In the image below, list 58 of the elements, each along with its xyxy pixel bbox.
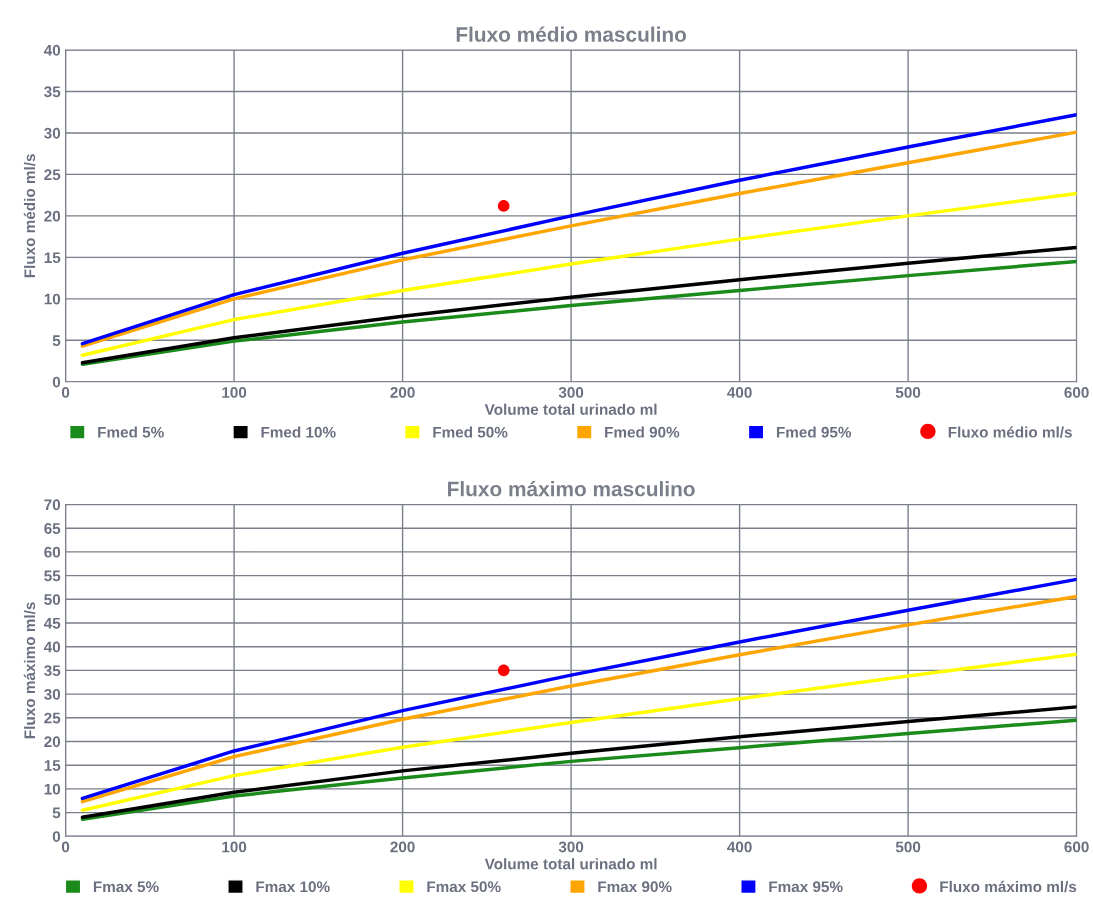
y-tick-label: 50 [44,594,61,605]
y-tick-label: 0 [52,831,61,842]
y-tick-label: 45 [43,618,61,629]
legend-label: Fmax 95% [769,881,843,893]
x-tick-label: 200 [390,387,415,398]
y-tick-label: 40 [43,44,61,56]
y-tick-label: 40 [43,641,61,653]
legend-label: Fmax 50% [427,881,501,893]
legend-label: Fmed 5% [98,426,164,438]
x-tick-label: 600 [1064,387,1089,398]
y-tick-label: 10 [44,293,61,305]
legend-label: Fmax 90% [598,881,672,893]
x-axis-title: Volume total urinado ml [484,858,657,870]
legend-label: Fmed 10% [261,426,336,438]
y-tick-label: 30 [44,688,61,700]
x-tick-label: 500 [895,841,921,853]
y-tick-label: 70 [44,499,61,511]
y-tick-label: 15 [44,760,61,771]
line-series [80,652,1077,812]
line-series [80,191,1077,357]
legend-label: Fmax 5% [93,881,159,893]
chart-title: Fluxo máximo masculino [448,480,695,497]
y-axis-title: Fluxo máximo ml/s [23,602,36,739]
x-tick-label: 0 [61,387,70,398]
y-tick-label: 10 [44,783,61,795]
legend-label: Fluxo médio ml/s [948,426,1072,438]
x-tick-label: 500 [895,387,921,398]
y-tick-label: 5 [52,335,61,346]
x-tick-label: 600 [1064,841,1089,853]
y-tick-label: 30 [44,127,61,139]
y-tick-label: 5 [52,807,61,819]
y-axis-title: Fluxo médio ml/s [23,154,36,278]
y-tick-label: 25 [44,712,61,724]
y-tick-label: 35 [44,86,61,98]
y-tick-label: 20 [44,736,61,748]
y-tick-label: 55 [44,570,61,582]
legend-label: Fmed 50% [433,426,508,438]
legend-label: Fmed 90% [605,426,680,438]
x-tick-label: 300 [558,841,584,853]
x-tick-label: 200 [390,841,415,853]
chart-title: Fluxo médio masculino [456,26,687,42]
y-tick-label: 65 [44,523,61,534]
y-tick-label: 60 [44,546,61,558]
y-tick-label: 0 [52,376,61,388]
legend-label: Fluxo máximo ml/s [940,880,1077,893]
x-axis-title: Volume total urinado ml [484,403,657,415]
x-tick-label: 100 [222,841,247,853]
legend-label: Fmax 10% [256,881,330,893]
x-tick-label: 400 [727,841,752,853]
y-tick-label: 20 [44,210,61,222]
y-tick-label: 15 [44,252,61,264]
legend-label: Fmed 95% [776,426,852,438]
x-tick-label: 300 [558,387,584,398]
y-tick-label: 35 [44,665,61,677]
x-tick-label: 0 [61,841,70,853]
y-tick-label: 25 [44,169,61,181]
x-tick-label: 100 [222,387,247,398]
x-tick-label: 400 [727,387,752,398]
